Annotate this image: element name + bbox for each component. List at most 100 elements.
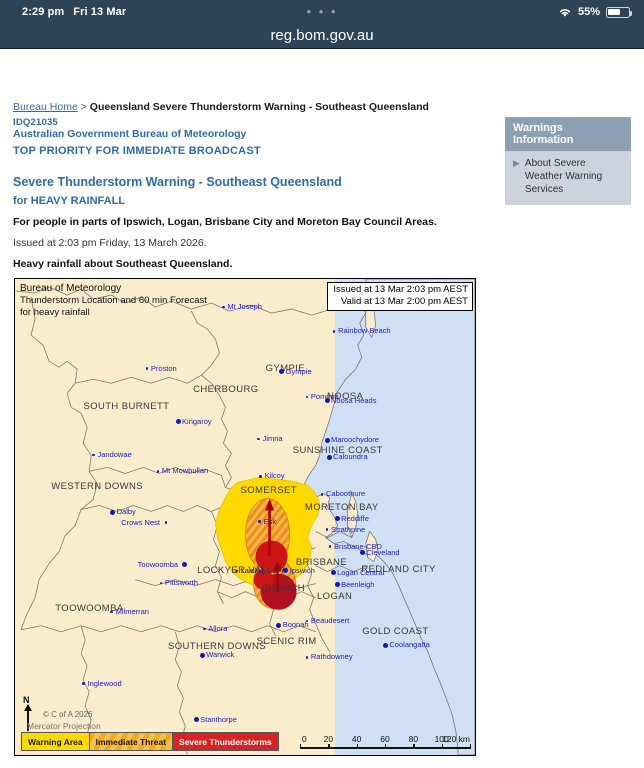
map-town-label: Stanthorpe [200, 714, 237, 724]
map-projection: Mercator Projection [27, 721, 101, 731]
map-town-label: Beaudesert [310, 616, 350, 626]
map-town-marker [359, 550, 365, 556]
map-town-label: Jandowae [97, 450, 132, 460]
url-text[interactable]: reg.bom.gov.au [270, 26, 374, 44]
map-town-label: Mt Joseph [227, 302, 262, 312]
battery-icon [606, 6, 632, 18]
map-town-marker [330, 570, 336, 576]
map-town-marker [92, 453, 95, 457]
map-issue-info: Issued at 13 Mar 2:03 pm AEST Valid at 1… [327, 282, 473, 311]
breadcrumb-separator: > [80, 101, 87, 113]
map-region-label: SOUTH BURNETT [83, 400, 170, 412]
map-town-label: Noosa Heads [331, 395, 377, 405]
status-bar-left: 2:29 pm Fri 13 Mar [0, 6, 126, 18]
breadcrumb-home-link[interactable]: Bureau Home [13, 101, 78, 113]
map-town-marker [159, 581, 163, 585]
thunderstorm-warning-map[interactable]: Bureau of Meteorology Thunderstorm Locat… [14, 278, 476, 756]
map-town-marker [175, 419, 181, 425]
map-town-marker [110, 509, 116, 515]
ios-status-bar: 2:29 pm Fri 13 Mar • • • 55% [0, 0, 644, 24]
map-town-label: Mt Mowbullan [161, 466, 209, 476]
map-header-left: Bureau of Meteorology Thunderstorm Locat… [20, 283, 207, 319]
page-content: Bureau Home > Queensland Severe Thunders… [0, 49, 644, 768]
map-town-marker [325, 528, 329, 531]
map-region-label: TOOWOOMBA [55, 603, 124, 615]
map-town-marker [320, 493, 324, 496]
map-region-label: IPSWICH [261, 582, 306, 594]
map-town-label: Kingaroy [182, 416, 212, 426]
status-bar-right: 55% [558, 6, 644, 18]
map-town-label: Toowoomba [137, 559, 179, 569]
map-region-label: NOOSA [327, 390, 364, 402]
warnings-information-title: Warnings Information [505, 117, 631, 151]
map-town-label: Warwick [206, 650, 235, 660]
map-town-marker [334, 582, 340, 588]
map-region-label: GYMPIE [265, 362, 305, 374]
scale-tick-label: 120 km [442, 734, 470, 744]
map-town-marker [222, 305, 225, 309]
map-header-line2: Thunderstorm Location and 60 min Forecas… [20, 295, 207, 306]
map-town-label: Proston [150, 363, 177, 373]
map-town-label: Esk [263, 516, 277, 526]
scale-tick [300, 744, 302, 749]
map-header-line1: Bureau of Meteorology [20, 283, 122, 294]
map-town-marker [203, 627, 206, 631]
map-town-label: Laidley [240, 565, 265, 575]
map-town-marker [305, 656, 309, 659]
breadcrumb: Bureau Home > Queensland Severe Thunders… [13, 101, 429, 113]
battery-percent-label: 55% [577, 6, 600, 18]
map-town-label: Boonah [282, 620, 309, 630]
map-scale-bar: 0 20 40 60 80 100 120 km [300, 732, 472, 751]
clock-date: Fri 13 Mar [73, 6, 127, 18]
map-town-marker [279, 369, 285, 375]
compass-arrow-icon [24, 704, 31, 731]
product-id: IDQ21035 [13, 117, 58, 128]
map-header-line3: for heavy rainfall [20, 307, 90, 318]
warnings-information-body: ▶ About Severe Weather Warning Services [505, 151, 631, 205]
scale-tick-label: 40 [351, 734, 362, 744]
map-town-marker [276, 622, 282, 628]
map-town-marker [199, 652, 205, 658]
map-region-label: BRISBANE [295, 556, 348, 568]
map-region-label: REDLAND CITY [361, 563, 436, 575]
map-valid-at: Valid at 13 Mar 2:00 pm AEST [340, 296, 468, 307]
map-region-label: SUNSHINE COAST [292, 445, 383, 457]
agency-name: Australian Government Bureau of Meteorol… [13, 128, 247, 140]
map-issued-at: Issued at 13 Mar 2:03 pm AEST [333, 284, 468, 295]
map-town-marker [334, 516, 340, 521]
map-town-label: Rathdowney [310, 652, 353, 662]
map-town-label: Inglewood [87, 678, 122, 688]
status-bar-dots: • • • [306, 4, 338, 19]
map-region-label: LOCKYER VALLEY [197, 564, 287, 576]
warnings-information-panel: Warnings Information ▶ About Severe Weat… [505, 117, 631, 205]
page-title: Severe Thunderstorm Warning - Southeast … [13, 175, 342, 189]
map-town-marker [324, 437, 330, 443]
map-region-label: MORETON BAY [304, 502, 379, 514]
map-vector-layer [15, 279, 475, 755]
map-town-marker [156, 470, 160, 473]
map-town-marker [181, 562, 187, 568]
map-town-label: Allora [208, 624, 228, 634]
scale-tick [328, 744, 330, 749]
map-town-marker [382, 642, 388, 648]
map-town-marker [258, 520, 261, 523]
map-region-label: LOGAN [316, 590, 353, 602]
map-town-label: Pomona [310, 391, 339, 401]
scale-tick [356, 744, 359, 749]
map-town-marker [305, 619, 309, 623]
sidebar-item-about-severe-weather[interactable]: ▶ About Severe Weather Warning Services [513, 157, 624, 196]
map-town-label: Rainbow Beach [338, 326, 391, 336]
map-town-marker [332, 330, 336, 333]
browser-url-bar[interactable]: reg.bom.gov.au [0, 24, 644, 48]
map-town-label: Caloundra [333, 452, 368, 462]
scale-tick-label: 0 [302, 734, 307, 744]
wifi-icon [558, 7, 572, 18]
severe-cell-brisbane [255, 540, 288, 573]
warning-summary: Heavy rainfall about Southeast Queenslan… [13, 258, 233, 270]
map-town-label: Cleveland [366, 547, 400, 557]
map-town-label: Logan Central [337, 567, 385, 577]
priority-banner: TOP PRIORITY FOR IMMEDIATE BROADCAST [13, 145, 261, 157]
map-region-label: SOUTHERN DOWNS [167, 641, 266, 653]
map-town-label: Ipswich [289, 565, 315, 575]
severe-cell-ipswich [253, 569, 274, 590]
